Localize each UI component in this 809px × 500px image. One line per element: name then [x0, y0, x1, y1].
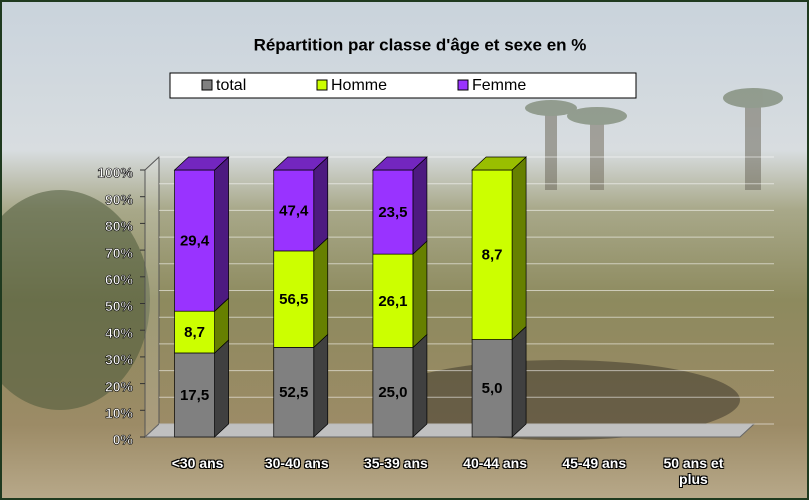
floor: [143, 423, 756, 438]
bar-segment: [273, 250, 315, 348]
legend-swatch: [457, 79, 469, 91]
bar-segment: [471, 339, 513, 438]
bar-side-face: [313, 237, 329, 349]
bar-side-face: [313, 333, 329, 438]
bar-side-face: [214, 156, 229, 312]
y-tick-label: 40%: [105, 325, 134, 341]
scenery: [0, 88, 783, 440]
bar-segment: [174, 169, 215, 312]
value-label: 56,5: [279, 291, 308, 308]
x-tick-label: 40-44 ans: [463, 455, 527, 471]
x-tick-label: 30-40 ans: [264, 455, 329, 471]
value-label: 8,7: [184, 324, 205, 341]
x-tick-label: 35-39 ans: [363, 455, 428, 471]
bar-side-face: [511, 156, 527, 341]
legend-swatch: [316, 79, 328, 91]
value-label: 26,1: [378, 293, 407, 310]
y-tick-label: 70%: [105, 245, 134, 261]
x-tick-label: <30 ans: [171, 455, 224, 471]
bar-top-face: [272, 156, 329, 171]
value-label: 52,5: [279, 384, 308, 401]
bar-segment: [174, 310, 215, 354]
bar-side-face: [412, 240, 428, 349]
bar-segment: [372, 253, 414, 348]
y-tick-label: 90%: [105, 191, 134, 207]
legend-label: total: [216, 77, 246, 94]
bar-side-face: [214, 339, 229, 438]
side-wall: [144, 155, 160, 439]
y-tick-label: 10%: [105, 405, 134, 421]
legend-label: Homme: [331, 77, 387, 94]
bar-segment: [273, 347, 315, 438]
value-label: 23,5: [378, 204, 407, 221]
bar-segment: [372, 347, 414, 438]
legend-box: [169, 72, 637, 99]
y-tick-label: 80%: [105, 218, 134, 234]
y-tick-label: 30%: [105, 352, 134, 368]
chart-title: Répartition par classe d'âge et sexe en …: [254, 35, 587, 54]
bar-segment: [273, 169, 315, 252]
bar-side-face: [313, 156, 329, 252]
bar-top-face: [173, 156, 230, 171]
legend-label: Femme: [472, 77, 526, 94]
bar-side-face: [511, 325, 527, 438]
y-tick-label: 100%: [97, 165, 133, 181]
y-tick-label: 0%: [113, 432, 134, 448]
bar-segment: [471, 169, 513, 340]
value-label: 25,0: [378, 384, 407, 401]
value-label: 29,4: [180, 233, 210, 250]
x-tick-label: 45-49 ans: [562, 455, 627, 471]
x-tick-label: 50 ans et plus: [663, 455, 724, 487]
y-tick-label: 60%: [105, 272, 134, 288]
bar-top-face: [471, 156, 527, 171]
legend-swatch: [201, 79, 213, 91]
y-tick-label: 20%: [105, 378, 134, 394]
bar-top-face: [372, 156, 428, 171]
bar-side-face: [412, 333, 428, 438]
value-label: 5,0: [482, 380, 503, 397]
value-label: 47,4: [279, 202, 309, 219]
bar-segment: [174, 352, 215, 438]
bar-side-face: [412, 156, 428, 255]
y-tick-label: 50%: [105, 298, 134, 314]
value-label: 17,5: [180, 387, 209, 404]
value-label: 8,7: [482, 247, 503, 264]
bar-segment: [372, 169, 414, 255]
